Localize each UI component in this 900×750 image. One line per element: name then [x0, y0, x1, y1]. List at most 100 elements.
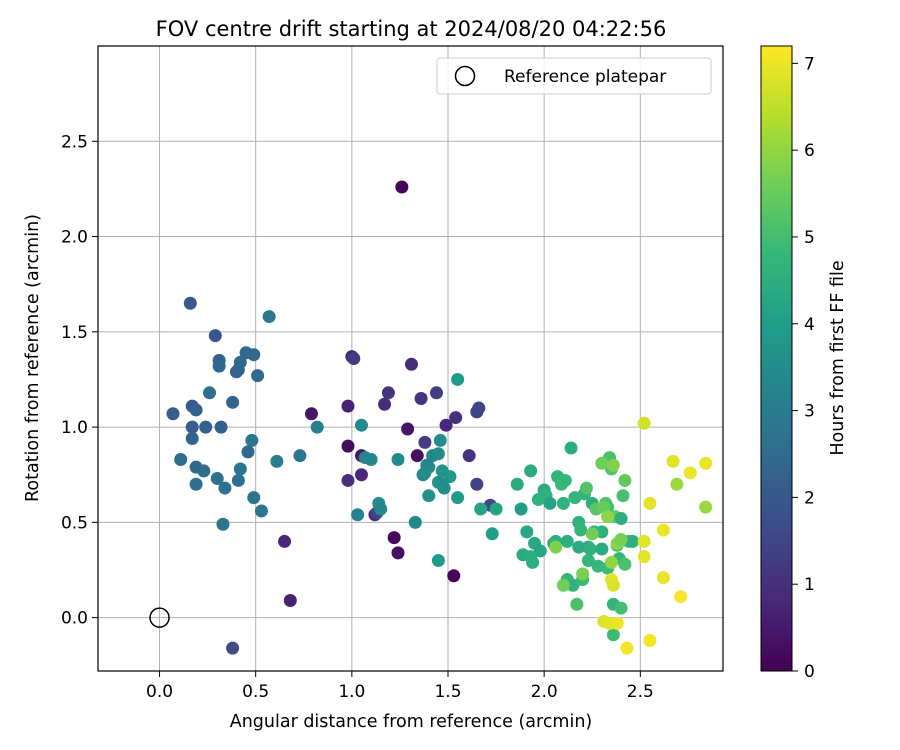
- data-point: [524, 464, 538, 478]
- data-point: [581, 553, 595, 567]
- data-point: [637, 550, 651, 564]
- data-point: [174, 452, 188, 466]
- data-point: [683, 466, 697, 480]
- data-point: [226, 641, 240, 655]
- data-point: [666, 454, 680, 468]
- data-point: [439, 418, 453, 432]
- data-point: [410, 449, 424, 463]
- data-point: [433, 433, 447, 447]
- legend: Reference platepar: [436, 57, 712, 95]
- data-point: [637, 534, 651, 548]
- data-point: [247, 491, 261, 505]
- x-tick-label: 0.0: [146, 682, 173, 702]
- data-point: [418, 435, 432, 449]
- y-tick-label: 0.0: [61, 609, 88, 629]
- data-point: [241, 445, 255, 459]
- data-point: [231, 473, 245, 487]
- data-point: [595, 525, 609, 539]
- data-point: [618, 473, 632, 487]
- plot-frame: [97, 45, 724, 672]
- data-point: [183, 296, 197, 310]
- data-point: [447, 569, 461, 583]
- data-point: [474, 502, 488, 516]
- data-point: [574, 523, 588, 537]
- data-point: [351, 508, 365, 522]
- data-point: [616, 489, 630, 503]
- data-point: [278, 534, 292, 548]
- colorbar-tick-label: 2: [804, 488, 815, 508]
- colorbar-tick-label: 5: [804, 228, 815, 248]
- y-axis-ticks: 0.0 0.5 1.0 1.5 2.0 2.5: [61, 132, 98, 629]
- chart-title: FOV centre drift starting at 2024/08/20 …: [156, 17, 667, 41]
- data-point: [606, 458, 620, 472]
- data-point: [472, 401, 486, 415]
- data-point: [233, 355, 247, 369]
- data-point: [533, 544, 547, 558]
- data-point: [699, 456, 713, 470]
- data-point: [418, 466, 432, 480]
- data-point: [601, 510, 615, 524]
- data-point: [429, 386, 443, 400]
- data-point: [212, 359, 226, 373]
- data-point: [185, 432, 199, 446]
- data-point: [606, 628, 620, 642]
- data-point: [591, 559, 605, 573]
- data-point: [247, 348, 261, 362]
- legend-marker: [454, 65, 476, 87]
- colorbar-tick-label: 3: [804, 402, 815, 422]
- data-point: [391, 452, 405, 466]
- data-point: [203, 386, 217, 400]
- data-point: [543, 496, 557, 510]
- data-point: [431, 553, 445, 567]
- data-point: [283, 593, 297, 607]
- data-point: [270, 454, 284, 468]
- data-point: [572, 540, 586, 554]
- data-point: [556, 496, 570, 510]
- colorbar: [760, 45, 793, 672]
- data-point: [404, 357, 418, 371]
- data-point: [549, 540, 563, 554]
- legend-entry: Reference platepar: [504, 67, 666, 87]
- data-point: [674, 590, 688, 604]
- data-point: [208, 329, 222, 343]
- data-point: [449, 411, 463, 425]
- data-point: [381, 386, 395, 400]
- x-tick-label: 2.5: [627, 682, 654, 702]
- colorbar-tick-label: 1: [804, 575, 815, 595]
- colorbar-ticks: 0 1 2 3 4 5 6 7: [792, 54, 815, 682]
- data-points: [166, 180, 713, 655]
- y-axis-label: Rotation from reference (arcmin): [23, 214, 43, 502]
- data-point: [262, 310, 276, 324]
- data-point: [364, 452, 378, 466]
- x-tick-label: 0.5: [242, 682, 269, 702]
- data-point: [214, 420, 228, 434]
- data-point: [576, 567, 590, 581]
- data-point: [408, 515, 422, 529]
- data-point: [395, 180, 409, 194]
- data-point: [443, 470, 457, 484]
- data-point: [251, 369, 265, 383]
- data-point: [558, 473, 572, 487]
- data-point: [606, 578, 620, 592]
- data-point: [304, 407, 318, 421]
- data-point: [626, 534, 640, 548]
- data-point: [470, 477, 484, 491]
- data-point: [226, 395, 240, 409]
- data-point: [670, 477, 684, 491]
- y-tick-label: 0.5: [61, 513, 88, 533]
- data-point: [197, 464, 211, 478]
- data-point: [401, 422, 415, 436]
- data-point: [431, 447, 445, 461]
- data-point: [566, 578, 580, 592]
- data-point: [614, 533, 628, 547]
- y-tick-label: 2.5: [61, 132, 88, 152]
- data-point: [514, 502, 528, 516]
- data-point: [520, 525, 534, 539]
- data-point: [556, 578, 570, 592]
- data-point: [233, 462, 247, 476]
- data-point: [614, 512, 628, 526]
- colorbar-tick-label: 0: [804, 662, 815, 682]
- data-point: [585, 527, 599, 541]
- x-axis-ticks: 0.0 0.5 1.0 1.5 2.0 2.5: [146, 671, 654, 702]
